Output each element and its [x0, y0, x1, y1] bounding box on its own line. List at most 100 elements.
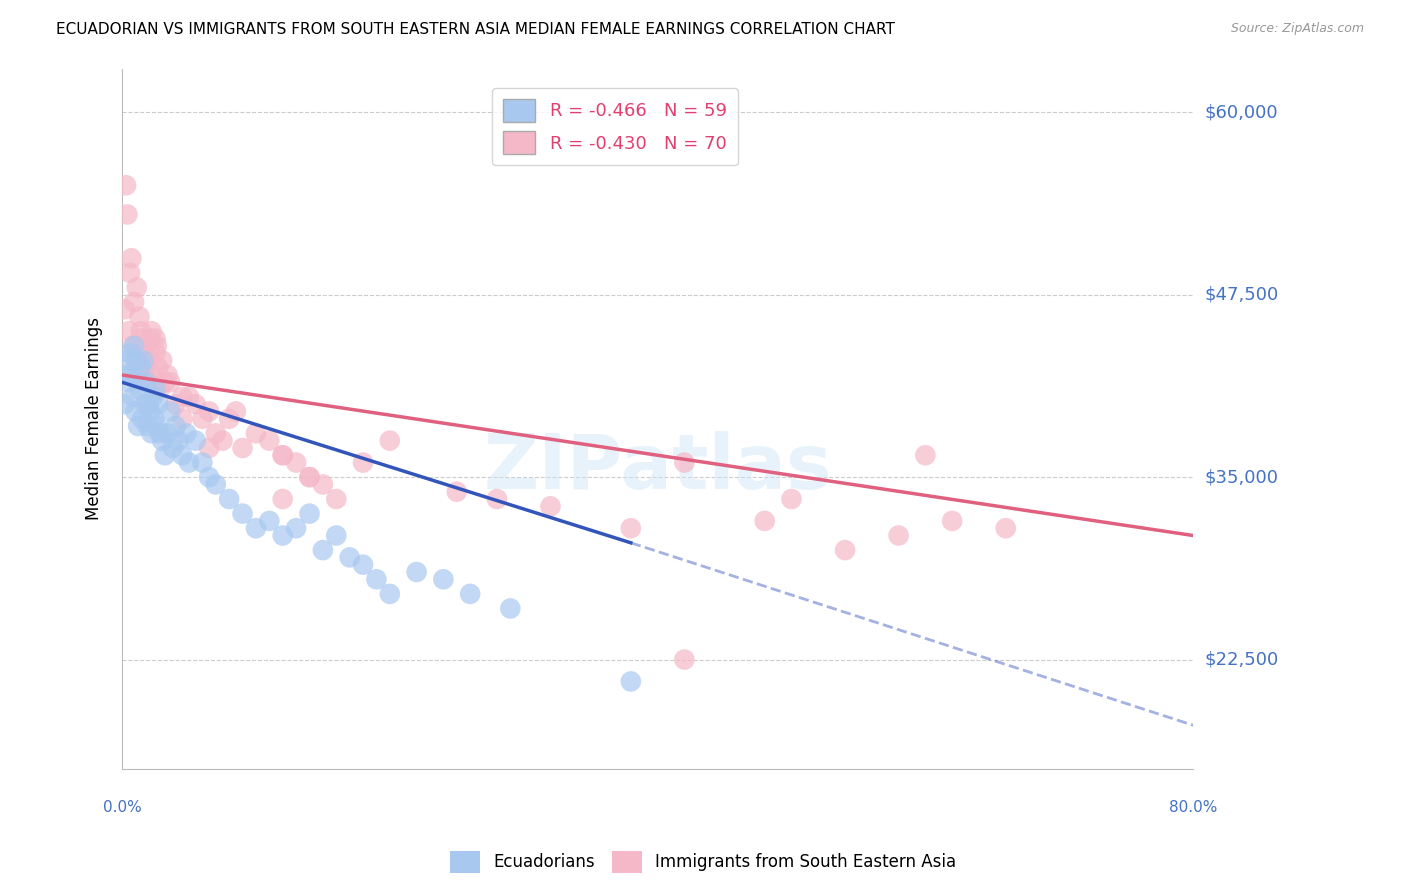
Point: [352, 456, 374, 470]
Text: ZIPatlas: ZIPatlas: [484, 431, 832, 505]
Point: [298, 470, 321, 484]
Point: [352, 558, 374, 572]
Point: [148, 360, 170, 375]
Point: [132, 353, 155, 368]
Point: [245, 426, 267, 441]
Point: [198, 470, 221, 484]
Point: [148, 426, 170, 441]
Text: $22,500: $22,500: [1205, 650, 1278, 668]
Text: ECUADORIAN VS IMMIGRANTS FROM SOUTH EASTERN ASIA MEDIAN FEMALE EARNINGS CORRELAT: ECUADORIAN VS IMMIGRANTS FROM SOUTH EAST…: [56, 22, 896, 37]
Point: [271, 491, 294, 506]
Point: [128, 383, 150, 397]
Point: [458, 587, 481, 601]
Point: [177, 456, 200, 470]
Point: [312, 477, 335, 491]
Point: [118, 376, 141, 390]
Point: [120, 368, 142, 382]
Point: [218, 411, 240, 425]
Point: [198, 404, 221, 418]
Point: [156, 368, 179, 382]
Point: [124, 353, 146, 368]
Point: [139, 331, 162, 345]
Point: [138, 353, 160, 368]
Point: [271, 528, 294, 542]
Point: [132, 346, 155, 360]
Point: [136, 419, 159, 434]
Point: [156, 426, 179, 441]
Point: [135, 339, 157, 353]
Point: [378, 587, 401, 601]
Point: [325, 491, 347, 506]
Point: [198, 441, 221, 455]
Point: [114, 397, 136, 411]
Point: [150, 434, 173, 448]
Point: [225, 404, 247, 418]
Point: [145, 383, 167, 397]
Point: [191, 456, 214, 470]
Point: [127, 368, 149, 382]
Point: [339, 550, 361, 565]
Point: [259, 514, 281, 528]
Point: [122, 295, 145, 310]
Point: [138, 397, 160, 411]
Point: [120, 252, 142, 266]
Point: [285, 456, 308, 470]
Point: [167, 434, 190, 448]
Point: [259, 434, 281, 448]
Point: [162, 441, 184, 455]
Point: [176, 426, 198, 441]
Y-axis label: Median Female Earnings: Median Female Earnings: [86, 318, 103, 520]
Point: [159, 404, 181, 418]
Point: [117, 353, 139, 368]
Point: [620, 521, 643, 535]
Point: [142, 368, 165, 382]
Point: [914, 448, 936, 462]
Point: [129, 324, 152, 338]
Point: [165, 397, 187, 411]
Point: [143, 411, 166, 425]
Point: [120, 346, 142, 360]
Text: 0.0%: 0.0%: [103, 799, 142, 814]
Text: $60,000: $60,000: [1205, 103, 1278, 121]
Text: 80.0%: 80.0%: [1168, 799, 1218, 814]
Point: [312, 543, 335, 558]
Legend: Ecuadorians, Immigrants from South Eastern Asia: Ecuadorians, Immigrants from South Easte…: [443, 845, 963, 880]
Point: [204, 477, 226, 491]
Point: [184, 397, 207, 411]
Point: [432, 572, 454, 586]
Point: [148, 397, 170, 411]
Point: [115, 178, 138, 193]
Point: [994, 521, 1017, 535]
Point: [184, 434, 207, 448]
Text: $47,500: $47,500: [1205, 285, 1278, 303]
Point: [405, 565, 427, 579]
Point: [172, 390, 194, 404]
Text: Source: ZipAtlas.com: Source: ZipAtlas.com: [1230, 22, 1364, 36]
Point: [834, 543, 856, 558]
Point: [754, 514, 776, 528]
Point: [211, 434, 233, 448]
Point: [141, 324, 163, 338]
Point: [271, 448, 294, 462]
Point: [485, 491, 508, 506]
Point: [366, 572, 388, 586]
Point: [121, 339, 143, 353]
Point: [129, 360, 152, 375]
Point: [125, 280, 148, 294]
Point: [127, 419, 149, 434]
Point: [131, 411, 153, 425]
Point: [141, 426, 163, 441]
Point: [285, 521, 308, 535]
Point: [540, 500, 562, 514]
Point: [271, 448, 294, 462]
Point: [125, 353, 148, 368]
Point: [115, 368, 138, 382]
Point: [172, 448, 194, 462]
Point: [232, 507, 254, 521]
Point: [134, 360, 156, 375]
Point: [136, 376, 159, 390]
Point: [150, 353, 173, 368]
Point: [191, 411, 214, 425]
Point: [204, 426, 226, 441]
Point: [143, 383, 166, 397]
